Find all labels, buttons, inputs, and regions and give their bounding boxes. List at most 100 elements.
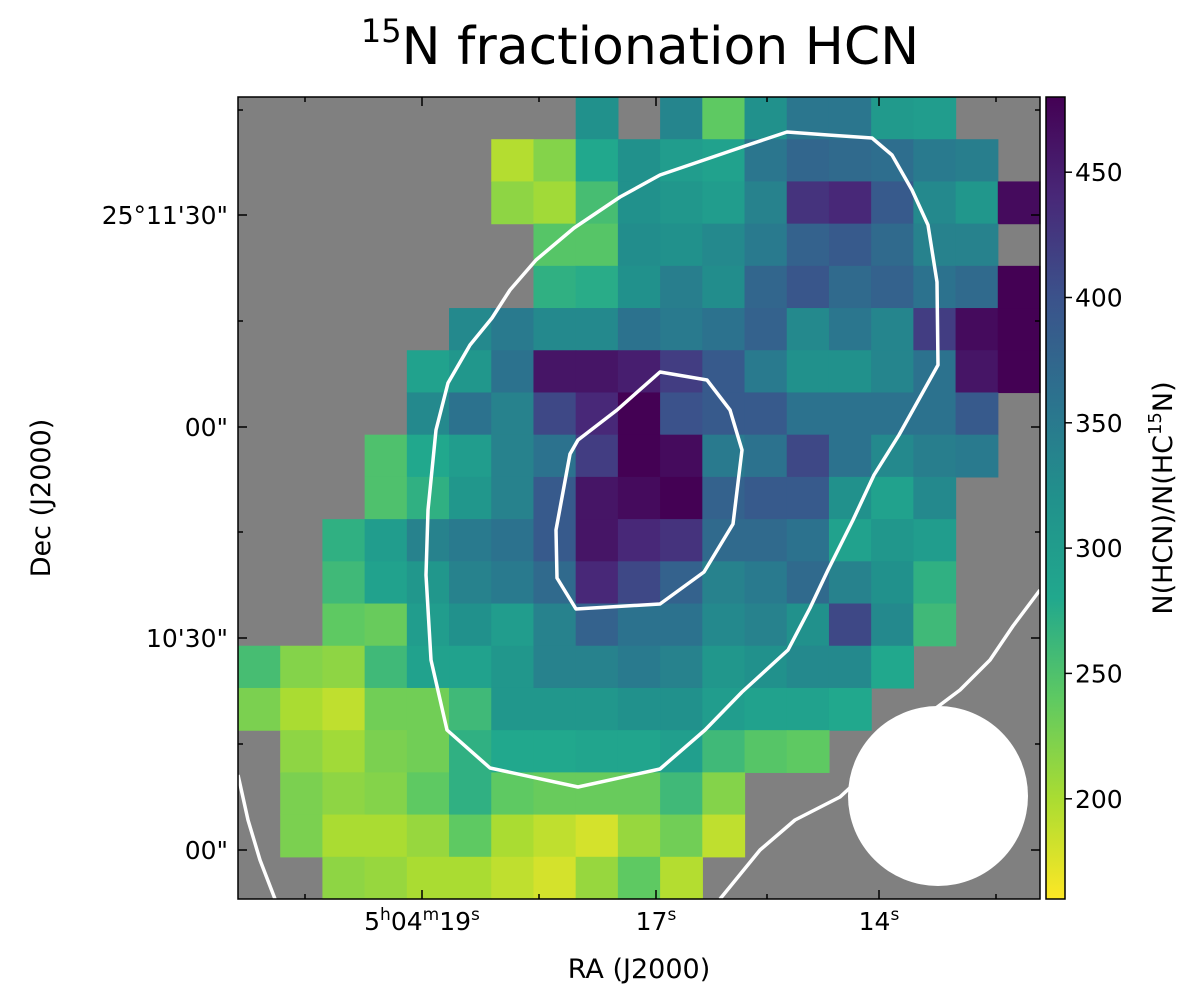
heatmap-cell — [449, 392, 492, 436]
heatmap-cell — [828, 392, 872, 436]
heatmap-cell — [702, 139, 746, 183]
heatmap-cell — [786, 687, 830, 731]
heatmap-cell — [533, 392, 577, 436]
heatmap-cell — [871, 603, 914, 647]
heatmap-cell — [533, 603, 577, 647]
x-tick-text: 19 — [439, 907, 471, 936]
heatmap-cell — [786, 223, 830, 267]
heatmap-cell — [364, 772, 408, 816]
heatmap-cell — [533, 645, 577, 689]
heatmap-cell — [617, 223, 661, 267]
heatmap-cell — [744, 687, 788, 731]
heatmap-cell — [913, 434, 957, 478]
heatmap-cell — [617, 561, 661, 605]
heatmap-cell — [955, 350, 999, 394]
heatmap-cell — [406, 434, 450, 478]
heatmap-cell — [828, 687, 872, 731]
heatmap-cell — [491, 561, 535, 605]
heatmap-cell — [449, 434, 492, 478]
x-tick-superscript: s — [471, 905, 480, 925]
heatmap-cell — [449, 856, 492, 900]
x-tick-text: 04 — [391, 907, 423, 936]
heatmap-cell — [660, 434, 703, 478]
heatmap-cell — [533, 687, 577, 731]
heatmap-cell — [575, 139, 619, 183]
heatmap-cell — [322, 519, 366, 562]
heatmap-cell — [491, 519, 535, 562]
heatmap-cell — [786, 308, 830, 351]
heatmap-cell — [828, 476, 872, 520]
heatmap-cell — [828, 434, 872, 478]
heatmap-cell — [617, 181, 661, 225]
tick-marks — [238, 97, 1040, 899]
heatmap-cell — [702, 223, 746, 267]
heatmap-cell — [280, 645, 324, 689]
heatmap-cell — [617, 772, 661, 816]
x-tick-text: 5 — [364, 907, 380, 936]
heatmap-cell — [702, 645, 746, 689]
heatmap-cell — [575, 350, 619, 394]
heatmap-cell — [491, 350, 535, 394]
heatmap-cell — [702, 772, 746, 816]
heatmap-cell — [660, 856, 703, 900]
heatmap-cell — [449, 772, 492, 816]
heatmap-cell — [449, 814, 492, 858]
heatmap-cell — [491, 181, 535, 225]
heatmap-cell — [702, 350, 746, 394]
heatmap-cell — [533, 856, 577, 900]
heatmap-cell — [322, 856, 366, 900]
heatmap-cell — [955, 265, 999, 309]
heatmap-cell — [617, 730, 661, 773]
colorbar-tick-label: 300 — [1075, 534, 1123, 563]
heatmap-cell — [744, 181, 788, 225]
heatmap-cell — [955, 181, 999, 225]
y-tick-label: 00" — [185, 413, 228, 442]
contour-inner — [554, 370, 744, 611]
heatmap-cell — [871, 308, 914, 351]
heatmap-cell — [786, 181, 830, 225]
x-tick-superscript: m — [423, 905, 440, 925]
heatmap-cell — [364, 476, 408, 520]
contour-outer — [424, 130, 940, 789]
colorbar-tick-label: 250 — [1075, 659, 1123, 688]
heatmap-cell — [575, 308, 619, 351]
x-tick-superscript: h — [380, 905, 391, 925]
heatmap-cell — [913, 519, 957, 562]
heatmap-cell — [786, 139, 830, 183]
title-main: N fractionation HCN — [402, 17, 920, 77]
heatmap-cell — [364, 645, 408, 689]
heatmap-cell — [660, 603, 703, 647]
heatmap-cell — [406, 730, 450, 773]
heatmap-cell — [786, 476, 830, 520]
colorbar-tick-label: 350 — [1075, 409, 1123, 438]
title-superscript: 15 — [361, 12, 402, 50]
heatmap-cell — [660, 687, 703, 731]
heatmap-cell — [786, 265, 830, 309]
heatmap-cell — [533, 814, 577, 858]
heatmap-cell — [449, 561, 492, 605]
heatmap-cell — [828, 181, 872, 225]
heatmap-cell — [828, 139, 872, 183]
heatmap-cell — [744, 392, 788, 436]
heatmap-cell — [997, 181, 1041, 225]
heatmap-cell — [491, 730, 535, 773]
heatmap-cell — [913, 561, 957, 605]
heatmap-cells — [238, 97, 1041, 900]
heatmap-cell — [406, 350, 450, 394]
heatmap-cell — [491, 476, 535, 520]
heatmap-cell — [702, 814, 746, 858]
heatmap-cell — [997, 350, 1041, 394]
heatmap-cell — [997, 308, 1041, 351]
heatmap-cell — [491, 687, 535, 731]
colorbar-label-pre: N(HCN)/N(HC — [1148, 435, 1179, 615]
heatmap-cell — [491, 856, 535, 900]
heatmap-cell — [871, 265, 914, 309]
heatmap-cell — [617, 392, 661, 436]
heatmap-cell — [702, 730, 746, 773]
heatmap-cell — [913, 181, 957, 225]
heatmap-cell — [828, 603, 872, 647]
heatmap-cell — [491, 139, 535, 183]
heatmap-cell — [575, 519, 619, 562]
heatmap-cell — [533, 350, 577, 394]
heatmap-cell — [491, 814, 535, 858]
